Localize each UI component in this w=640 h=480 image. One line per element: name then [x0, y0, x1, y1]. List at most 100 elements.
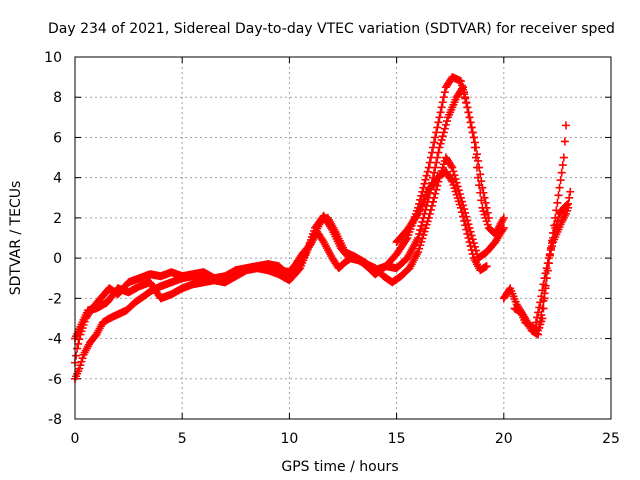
data-point — [482, 203, 491, 212]
data-point — [433, 123, 442, 132]
data-points — [71, 73, 575, 383]
data-point — [447, 161, 456, 170]
data-point — [473, 150, 481, 159]
y-tick-label: -2 — [48, 291, 62, 307]
x-tick-label: 10 — [280, 431, 298, 447]
data-point — [477, 177, 486, 186]
data-point — [412, 211, 421, 220]
data-point — [550, 221, 559, 230]
data-point — [499, 223, 508, 232]
data-point — [463, 103, 472, 112]
data-point — [466, 242, 475, 251]
data-point — [474, 156, 483, 165]
data-point — [539, 280, 548, 289]
series-track-4 — [392, 167, 491, 275]
data-point — [432, 128, 441, 137]
data-point — [432, 185, 441, 194]
data-point — [461, 93, 470, 102]
data-point — [441, 120, 450, 129]
series-track-3 — [71, 153, 508, 383]
data-point — [551, 213, 560, 222]
data-point — [538, 286, 547, 295]
data-point — [78, 354, 87, 363]
data-point — [539, 304, 548, 313]
data-point — [417, 221, 426, 230]
data-point — [537, 292, 546, 301]
data-point — [546, 246, 555, 255]
data-point — [402, 235, 411, 244]
y-tick-label: 4 — [53, 171, 62, 187]
axis-ticks: 0 5 10 15 20 25 -8 -6 -4 -2 0 2 4 6 8 10 — [44, 50, 620, 447]
data-point — [435, 113, 444, 122]
data-point — [73, 344, 82, 353]
data-point — [432, 158, 441, 167]
data-point — [436, 108, 445, 117]
y-tick-label: 6 — [53, 130, 62, 146]
data-point — [470, 138, 479, 147]
data-point — [468, 250, 477, 259]
data-point — [435, 143, 444, 152]
data-point — [72, 351, 81, 360]
data-point — [556, 176, 565, 185]
x-tick-label: 0 — [71, 431, 80, 447]
y-axis-label: SDTVAR / TECUs — [8, 181, 24, 296]
data-point — [422, 171, 431, 180]
plot-frame — [74, 56, 612, 420]
data-point — [457, 208, 466, 217]
y-tick-label: 0 — [53, 251, 62, 267]
data-point — [431, 189, 440, 198]
data-point — [438, 98, 447, 107]
data-point — [468, 128, 477, 137]
data-point — [535, 303, 544, 312]
data-point — [423, 167, 432, 176]
data-point — [557, 168, 566, 177]
data-point — [438, 132, 447, 141]
data-point — [75, 364, 84, 373]
data-point — [463, 229, 472, 238]
data-point — [465, 113, 474, 122]
data-point — [430, 193, 439, 202]
data-point — [427, 201, 436, 210]
data-point — [499, 213, 508, 222]
data-point — [437, 135, 446, 144]
data-point — [480, 193, 489, 202]
data-point — [459, 212, 468, 221]
y-tick-label: 10 — [44, 50, 62, 66]
data-point — [76, 361, 85, 370]
data-point — [467, 246, 476, 255]
data-point — [416, 225, 425, 234]
data-point — [74, 339, 83, 348]
series-track-6 — [510, 121, 570, 335]
data-point — [555, 183, 564, 192]
data-point — [534, 308, 543, 317]
data-point — [482, 262, 491, 271]
data-point — [462, 98, 471, 107]
data-point — [467, 123, 476, 132]
chart-title: Day 234 of 2021, Sidereal Day-to-day VTE… — [48, 21, 615, 37]
data-point — [565, 193, 574, 202]
data-point — [431, 163, 440, 172]
data-point — [531, 318, 540, 327]
data-point — [469, 133, 478, 142]
data-point — [564, 203, 573, 212]
data-point — [434, 148, 443, 157]
data-point — [460, 216, 469, 225]
data-point — [440, 88, 449, 97]
x-tick-label: 25 — [602, 431, 620, 447]
data-point — [421, 175, 430, 184]
data-point — [561, 121, 570, 130]
data-point — [429, 197, 438, 206]
data-point — [431, 133, 440, 142]
data-point — [456, 77, 465, 86]
data-point — [461, 221, 470, 230]
data-point — [541, 269, 550, 278]
data-point — [478, 183, 487, 192]
data-point — [466, 118, 475, 127]
data-point — [434, 118, 443, 127]
data-point — [558, 161, 567, 170]
data-point — [476, 170, 485, 179]
x-tick-label: 15 — [388, 431, 406, 447]
data-point — [566, 187, 575, 196]
data-point — [424, 213, 433, 222]
data-point — [440, 124, 449, 133]
